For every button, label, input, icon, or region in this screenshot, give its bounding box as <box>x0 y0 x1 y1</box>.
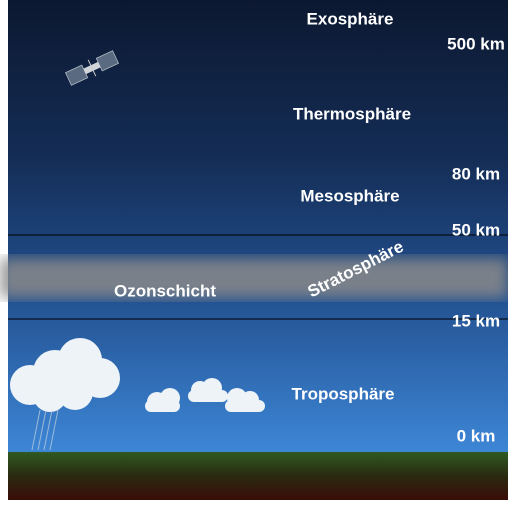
atmosphere-diagram: Exosphäre Thermosphäre Mesosphäre Strato… <box>0 0 508 507</box>
altitude-label: 0 km <box>457 426 496 445</box>
layer-label: Troposphäre <box>292 384 395 403</box>
altitude-label: 50 km <box>452 220 500 239</box>
layer-label: Thermosphäre <box>293 104 411 123</box>
altitude-label: 80 km <box>452 164 500 183</box>
layer-label: Exosphäre <box>307 9 394 28</box>
layer-label: Mesosphäre <box>300 186 399 205</box>
layer-label: Ozonschicht <box>114 281 216 300</box>
page: Exosphäre Thermosphäre Mesosphäre Strato… <box>0 0 508 507</box>
ground <box>8 452 508 500</box>
altitude-label: 15 km <box>452 311 500 330</box>
ozone-layer <box>0 258 508 298</box>
altitude-label: 500 km <box>447 34 505 53</box>
